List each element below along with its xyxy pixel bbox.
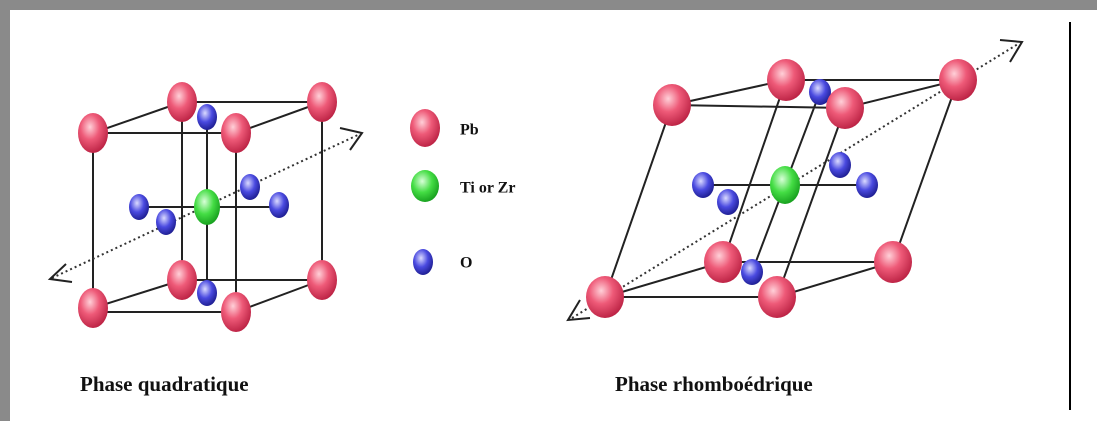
tetragonal-cell — [47, 82, 364, 332]
atom — [221, 113, 251, 153]
caption: Phase rhomboédrique — [615, 372, 813, 396]
atom — [809, 79, 831, 105]
legend-label: O — [460, 255, 472, 272]
atom — [770, 166, 800, 204]
atom — [307, 260, 337, 300]
atom — [704, 241, 742, 283]
legend-swatch — [410, 109, 440, 147]
atom — [856, 172, 878, 198]
atom — [826, 87, 864, 129]
atom — [829, 152, 851, 178]
atom — [758, 276, 796, 318]
atoms — [78, 82, 337, 332]
atom — [78, 113, 108, 153]
legend-swatch — [413, 249, 433, 275]
atom — [741, 259, 763, 285]
atom — [717, 189, 739, 215]
legend-swatch — [411, 170, 439, 202]
atom — [197, 280, 217, 306]
edge — [47, 127, 364, 283]
atom — [78, 288, 108, 328]
atom — [692, 172, 714, 198]
edge — [566, 39, 1024, 322]
atom — [874, 241, 912, 283]
atom — [167, 82, 197, 122]
atom — [307, 82, 337, 122]
atom — [221, 292, 251, 332]
atom — [240, 174, 260, 200]
legend-label: Ti or Zr — [460, 180, 515, 197]
atom — [269, 192, 289, 218]
atom — [939, 59, 977, 101]
atom — [156, 209, 176, 235]
atom — [167, 260, 197, 300]
rhombohedral-cell — [566, 39, 1024, 322]
atoms — [586, 59, 977, 318]
atom — [129, 194, 149, 220]
legend-label: Pb — [460, 122, 479, 139]
caption: Phase quadratique — [80, 372, 249, 396]
atom — [197, 104, 217, 130]
atom — [194, 189, 220, 225]
panel — [10, 10, 1097, 421]
atom — [586, 276, 624, 318]
atom — [653, 84, 691, 126]
legend: Pb Ti or Zr O — [410, 109, 515, 275]
atom — [767, 59, 805, 101]
